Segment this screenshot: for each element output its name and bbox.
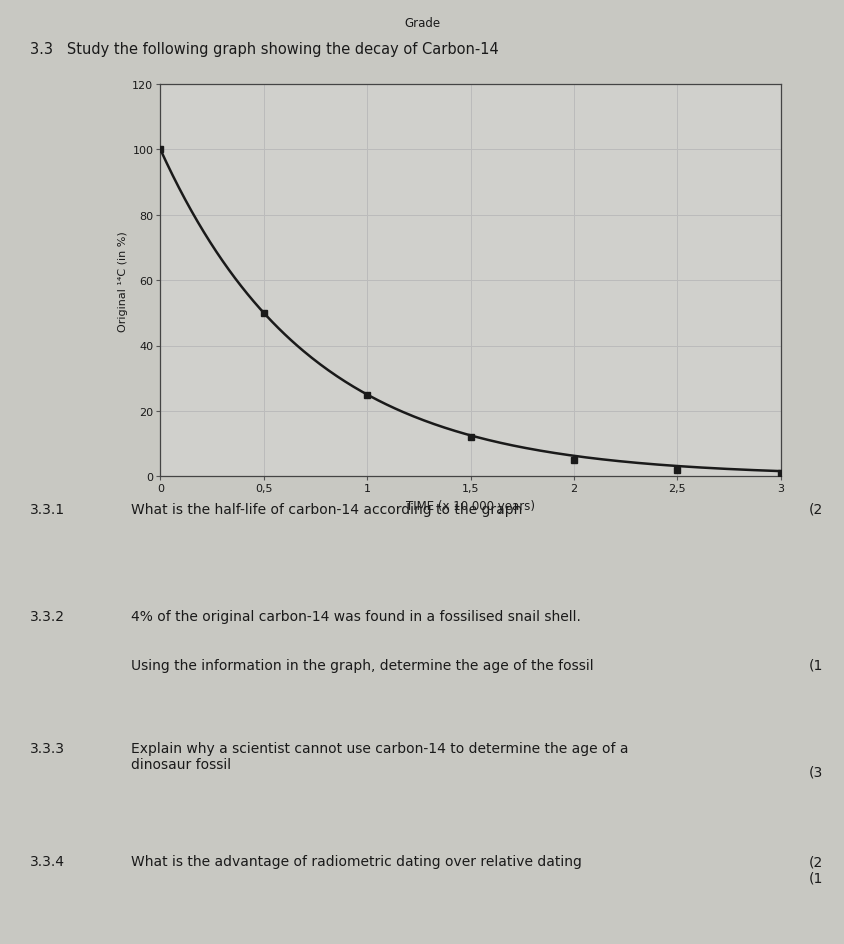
Text: Explain why a scientist cannot use carbon-14 to determine the age of a
dinosaur : Explain why a scientist cannot use carbo… [131,741,628,771]
Text: (3: (3 [809,765,823,779]
Text: What is the half-life of carbon-14 according to the graph: What is the half-life of carbon-14 accor… [131,502,522,516]
Text: What is the advantage of radiometric dating over relative dating: What is the advantage of radiometric dat… [131,854,582,868]
Text: 3.3.3: 3.3.3 [30,741,64,755]
Text: (2
(1: (2 (1 [809,854,823,885]
Text: 3.3.2: 3.3.2 [30,609,64,623]
Text: 4% of the original carbon-14 was found in a fossilised snail shell.: 4% of the original carbon-14 was found i… [131,609,581,623]
X-axis label: TIME (x 10 000 years): TIME (x 10 000 years) [406,499,535,513]
Text: Using the information in the graph, determine the age of the fossil: Using the information in the graph, dete… [131,658,593,672]
Text: 3.3.1: 3.3.1 [30,502,65,516]
Text: 3.3   Study the following graph showing the decay of Carbon-14: 3.3 Study the following graph showing th… [30,42,498,57]
Text: 3.3.4: 3.3.4 [30,854,64,868]
Text: (1: (1 [809,658,823,672]
Text: (2: (2 [809,502,823,516]
Y-axis label: Original ¹⁴C (in %): Original ¹⁴C (in %) [118,230,128,331]
Text: Grade: Grade [404,17,440,30]
